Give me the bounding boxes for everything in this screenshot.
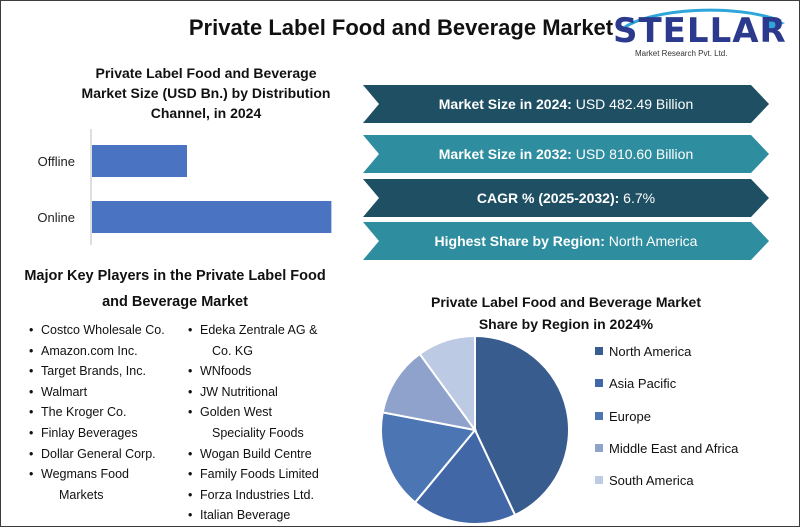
list-item: Golden West (188, 402, 319, 423)
legend-swatch (595, 411, 603, 420)
legend-swatch (595, 379, 603, 388)
pie-slice-south-america (418, 334, 476, 434)
legend-item: Middle East and Africa (595, 440, 738, 472)
key-players-list-col1: Costco Wholesale Co. Amazon.com Inc. Tar… (29, 320, 165, 505)
bar-offline (92, 145, 187, 177)
bar-chart-title-line: Market Size (USD Bn.) by Distribution (81, 85, 331, 101)
stat-value: USD 482.49 Billion (575, 96, 694, 112)
list-item: Italian Beverage (188, 505, 319, 526)
distribution-bar-chart: Offline Online (37, 129, 332, 245)
logo-subtitle: Market Research Pvt. Ltd. (635, 49, 728, 58)
stat-market-size-2024: Market Size in 2024: USD 482.49 Billion (363, 85, 769, 123)
stat-label: CAGR % (2025-2032): (476, 190, 620, 206)
legend-label: Asia Pacific (609, 376, 677, 392)
legend-item: North America (595, 343, 738, 375)
list-item: Forza Industries Ltd. (188, 485, 319, 506)
bar-category-label: Offline (38, 154, 75, 169)
list-item: Costco Wholesale Co. (29, 320, 165, 341)
list-item: Wegmans Food (29, 464, 165, 485)
list-item: Edeka Zentrale AG & (188, 320, 319, 341)
list-item: WNfoods (188, 361, 319, 382)
key-players-title: Major Key Players in the Private Label F… (5, 263, 345, 315)
pie-slice-north-america (474, 334, 570, 517)
list-item: Amazon.com Inc. (29, 341, 165, 362)
legend-swatch (595, 443, 603, 452)
logo-swoosh-icon (624, 8, 785, 31)
legend-item: South America (595, 472, 738, 504)
bar-chart-title: Private Label Food and Beverage Market S… (41, 63, 371, 123)
list-item: JW Nutritional (188, 382, 319, 403)
list-item: Markets (59, 487, 104, 502)
pie-chart-title: Private Label Food and Beverage Market S… (391, 291, 741, 335)
stat-band-fill (363, 222, 769, 260)
region-share-pie-chart (380, 334, 570, 525)
list-item: Co. KG (212, 343, 253, 358)
stat-band-arrow-shape (363, 85, 769, 123)
list-item: The Kroger Co. (29, 402, 165, 423)
list-item: Finlay Beverages (29, 423, 165, 444)
pie-slice-europe (380, 411, 477, 504)
list-item: Speciality Foods (212, 425, 304, 440)
legend-label: North America (609, 344, 692, 359)
stat-value: North America (608, 233, 698, 249)
list-item: Family Foods Limited (188, 464, 319, 485)
stat-band-fill (363, 85, 769, 123)
pie-slice-middle-east-and-africa (381, 352, 478, 432)
list-item: Walmart (29, 382, 165, 403)
stat-highest-share-region: Highest Share by Region: North America (363, 222, 769, 260)
stat-value: 6.7% (623, 190, 656, 206)
stat-cagr: CAGR % (2025-2032): 6.7% (363, 179, 769, 217)
key-players-title-line: and Beverage Market (102, 294, 248, 310)
stat-band-arrow-shape (363, 222, 769, 260)
pie-chart-title-line: Private Label Food and Beverage Market (431, 294, 701, 310)
list-item: Dollar General Corp. (29, 444, 165, 465)
key-players-title-line: Major Key Players in the Private Label F… (24, 268, 326, 284)
legend-swatch (595, 476, 603, 485)
bar-category-label: Online (37, 210, 75, 225)
stat-band-fill (363, 179, 769, 217)
stat-band-arrow-shape (363, 179, 769, 217)
pie-slice-asia-pacific (413, 428, 517, 525)
logo-wordmark: STELLAR (613, 11, 787, 51)
list-item: Wogan Build Centre (188, 444, 319, 465)
key-players-list-col2: Edeka Zentrale AG & Co. KG WNfoods JW Nu… (188, 320, 319, 526)
stat-label: Market Size in 2032: (438, 146, 572, 162)
page-title: Private Label Food and Beverage Market (188, 15, 614, 40)
legend-item: Europe (595, 408, 738, 440)
bar-online (92, 201, 332, 233)
legend-swatch (595, 347, 603, 355)
stat-band-fill (363, 135, 769, 173)
stat-market-size-2032: Market Size in 2032: USD 810.60 Billion (363, 135, 769, 173)
pie-legend: North America Asia Pacific Europe Middle Ea… (595, 343, 738, 504)
stat-label: Highest Share by Region: (434, 233, 605, 249)
stat-value: USD 810.60 Billion (575, 146, 694, 162)
stat-band-arrow-shape (363, 135, 769, 173)
stellar-logo: STELLAR Market Research Pvt. Ltd. (613, 5, 793, 61)
legend-item: Asia Pacific (595, 375, 738, 407)
legend-label: South America (609, 473, 694, 489)
pie-chart-title-line: Share by Region in 2024% (478, 316, 654, 332)
bar-chart-title-line: Private Label Food and Beverage (95, 65, 317, 81)
legend-label: Middle East and Africa (609, 440, 739, 456)
stat-label: Market Size in 2024: (438, 96, 572, 112)
bar-chart-title-line: Channel, in 2024 (150, 105, 262, 121)
list-item: Target Brands, Inc. (29, 361, 165, 382)
legend-label: Europe (609, 408, 651, 424)
